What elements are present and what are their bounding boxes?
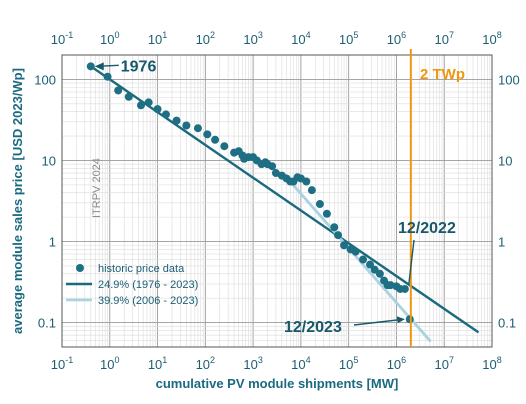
x-tick-label: 103 [243, 355, 262, 372]
x-tick-label-top: 107 [434, 30, 453, 47]
plot-frame [61, 54, 493, 348]
data-point [400, 284, 409, 293]
data-point [307, 186, 316, 195]
data-point [182, 121, 191, 130]
x-tick-label: 101 [148, 355, 167, 372]
y-tick-label: 10 [42, 153, 56, 168]
y-tick-label-right: 0.1 [498, 316, 516, 331]
grid [61, 54, 492, 348]
y-tick-label-right: 1 [498, 235, 505, 250]
x-tick-label-top: 104 [291, 30, 310, 47]
data-point [315, 200, 324, 209]
y-axis-title: average module sales price [USD 2023/Wp] [10, 68, 25, 334]
trend-line-39-9 [285, 175, 432, 342]
arrow-12-2022 [408, 239, 415, 285]
data-point [302, 177, 311, 186]
legend-marker-historic [76, 264, 84, 272]
data-point [330, 223, 339, 232]
x-tick-label: 100 [100, 355, 119, 372]
data-point [405, 315, 414, 324]
data-point [340, 241, 349, 250]
data-point [268, 162, 277, 171]
data-point [375, 269, 384, 278]
x-tick-label-top: 101 [148, 30, 167, 47]
arrowhead-1976 [94, 62, 104, 71]
x-tick-label-top: 10-1 [51, 30, 73, 47]
data-point [271, 169, 280, 178]
x-tick-label: 102 [196, 355, 215, 372]
itrpv-watermark: ITRPV 2024 [91, 158, 103, 218]
data-point [351, 247, 360, 256]
label-2twp: 2 TWp [420, 66, 465, 83]
x-tick-label-top: 102 [196, 30, 215, 47]
x-tick-label: 106 [387, 355, 406, 372]
annotation-1976: 1976 [121, 58, 157, 75]
y-tick-label: 100 [34, 72, 56, 87]
data-point [124, 92, 133, 101]
y-tick-label-right: 100 [498, 72, 520, 87]
data-point [359, 255, 368, 264]
y-tick-label: 0.1 [38, 316, 56, 331]
data-point [203, 130, 212, 139]
arrow-12-2023 [353, 318, 404, 326]
data-point [322, 209, 331, 218]
data-point [153, 105, 162, 114]
axis-ticks: 10-110-110010010110110210210310310410410… [34, 30, 519, 372]
x-tick-label-top: 103 [243, 30, 262, 47]
annotation-12-2023: 12/2023 [284, 319, 342, 336]
y-tick-label-right: 10 [498, 153, 512, 168]
data-point [144, 98, 153, 107]
legend-label-24-9: 24.9% (1976 - 2023) [98, 279, 198, 291]
data-point [161, 110, 170, 119]
annotation-12-2022: 12/2022 [398, 220, 456, 237]
x-tick-label-top: 106 [387, 30, 406, 47]
x-tick-label: 105 [339, 355, 358, 372]
data-point [211, 135, 220, 144]
data-point [386, 281, 395, 290]
data-point [193, 124, 202, 133]
arrowhead-12-2023 [396, 316, 405, 324]
data-point [366, 260, 375, 269]
y-tick-label: 1 [49, 235, 56, 250]
x-tick-label: 10-1 [51, 355, 73, 372]
data-point [136, 101, 145, 110]
x-tick-label-top: 100 [100, 30, 119, 47]
annotations: 1976 12/2022 12/2023 [94, 58, 456, 336]
data-point [86, 62, 95, 71]
data-point [114, 86, 123, 95]
data-point [172, 116, 181, 125]
data-point [220, 142, 229, 151]
legend: historic price data 24.9% (1976 - 2023) … [66, 263, 198, 307]
x-axis-title: cumulative PV module shipments [MW] [156, 376, 399, 391]
data-point [334, 231, 343, 240]
x-tick-label-top: 108 [482, 30, 501, 47]
legend-label-historic: historic price data [98, 263, 185, 275]
x-tick-label: 107 [434, 355, 453, 372]
data-points [86, 62, 414, 324]
x-tick-label: 104 [291, 355, 310, 372]
data-point [103, 72, 112, 81]
x-tick-label-top: 105 [339, 30, 358, 47]
legend-label-39-9: 39.9% (2006 - 2023) [98, 295, 198, 307]
x-tick-label: 108 [482, 355, 501, 372]
